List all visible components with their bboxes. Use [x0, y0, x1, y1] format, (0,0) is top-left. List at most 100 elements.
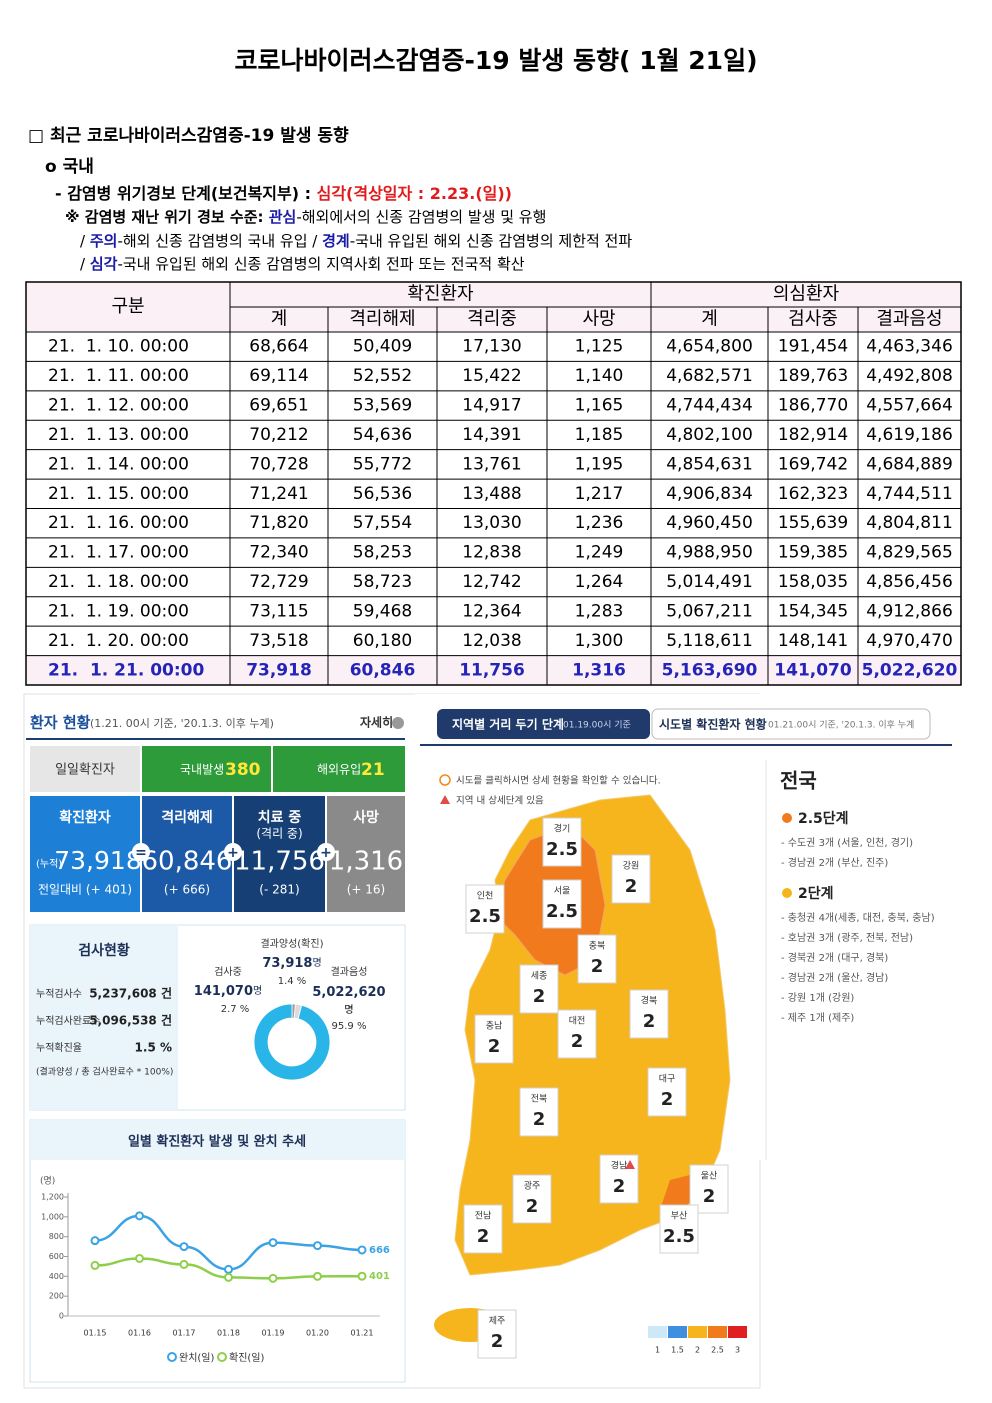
- scale-swatch: [668, 1326, 687, 1338]
- card-change: (- 281): [259, 883, 299, 897]
- donut-slice: [253, 1003, 331, 1081]
- region-box: [542, 879, 582, 929]
- testing-label: 누적확진율: [36, 1042, 82, 1054]
- table-cell: 5,163,690: [662, 660, 758, 680]
- region-level: 2: [491, 1331, 504, 1352]
- chart-box: [29, 1119, 406, 1383]
- table-cell: 4,463,346: [866, 337, 953, 357]
- card-change: 전일대비 (+ 401): [38, 883, 132, 897]
- tab-active[interactable]: [437, 709, 650, 739]
- series-point: [313, 1241, 322, 1251]
- table-cell: 13,488: [462, 484, 521, 504]
- scale-swatch: [708, 1326, 727, 1338]
- region-name: 대전: [569, 1016, 586, 1027]
- more-link[interactable]: 자세히: [360, 715, 393, 730]
- more-icon: [392, 717, 404, 729]
- scale-label: 1.5: [671, 1346, 684, 1355]
- table-cell: 1,185: [575, 425, 624, 445]
- testing-value: 5,096,538 건: [89, 1013, 172, 1028]
- summary-item: - 강원 1개 (강원): [781, 992, 854, 1004]
- table-cell: 13,030: [462, 513, 521, 533]
- card-subtitle: (격리 중): [256, 827, 302, 841]
- y-tick-label: 0: [59, 1312, 64, 1321]
- region-level: 2.5: [469, 906, 501, 927]
- region-name: 부산: [671, 1211, 688, 1222]
- hint: 지역 내 상세단계 있음: [456, 795, 544, 807]
- table-cell: 12,364: [462, 601, 521, 621]
- region-level: 2: [613, 1176, 626, 1197]
- y-tick-label: 1,200: [41, 1193, 64, 1202]
- x-tick-label: 01.21: [351, 1329, 374, 1338]
- series-point: [135, 1253, 144, 1263]
- chart-title: 일별 확진환자 발생 및 완치 추세: [128, 1134, 306, 1150]
- table-cell: 1,249: [575, 543, 624, 563]
- table-cell: 13,761: [462, 454, 521, 474]
- table-column-header: 격리해제: [349, 309, 415, 330]
- legend-label: 확진(일): [229, 1352, 265, 1364]
- donut-percent: 95.9 %: [332, 1021, 367, 1032]
- table-group: 의심환자: [773, 284, 840, 305]
- scale-label: 2: [695, 1346, 700, 1355]
- table-cell: 4,492,808: [866, 366, 953, 386]
- testing-left-bg: [30, 925, 178, 1110]
- table-cell: 182,914: [778, 425, 848, 445]
- legend-label: 완치(일): [179, 1352, 215, 1364]
- table-column-header: 사망: [582, 309, 615, 330]
- table-cell: 5,067,211: [666, 601, 753, 621]
- region-box: [629, 989, 669, 1039]
- card-title: 격리해제: [161, 809, 213, 826]
- table-column-header: 검사중: [788, 309, 838, 330]
- table-cell: 5,118,611: [666, 631, 753, 651]
- table-cell: 15,422: [462, 366, 521, 386]
- tab-label: 지역별 거리 두기 단계: [452, 717, 564, 732]
- table-cell: 11,756: [459, 660, 525, 680]
- table-cell: 21. 1. 16. 00:00: [48, 513, 189, 533]
- region-box: [611, 854, 651, 904]
- alert-levels-segment: ※ 감염병 재난 위기 경보 수준:: [65, 208, 269, 226]
- daily-label-box: [30, 746, 140, 792]
- donut-percent: 1.4 %: [278, 976, 307, 987]
- table-cell: 58,723: [353, 572, 412, 592]
- operator: +: [227, 845, 239, 861]
- table-cell: 14,917: [462, 396, 521, 416]
- table-cell: 4,854,631: [666, 454, 753, 474]
- region-name: 충북: [589, 941, 606, 952]
- region-box: [519, 1087, 559, 1137]
- card-value: 60,846: [142, 847, 233, 877]
- summary-item: - 경북권 2개 (대구, 경북): [781, 951, 888, 964]
- donut-value: 141,070명: [194, 984, 262, 999]
- region-name: 경기: [554, 823, 571, 835]
- region-name: 제주: [489, 1316, 506, 1327]
- table-cell: 4,906,834: [666, 484, 753, 504]
- series-point: [179, 1242, 189, 1252]
- alert-levels-line: ※ 감염병 재난 위기 경보 수준: 관심-해외에서의 신종 감염병의 발생 및…: [65, 208, 546, 226]
- summary-item: - 충청권 4개(세종, 대전, 충북, 충남): [781, 912, 935, 924]
- table-cell: 21. 1. 17. 00:00: [48, 543, 189, 563]
- scale-label: 2.5: [711, 1346, 724, 1355]
- table-cell: 21. 1. 15. 00:00: [48, 484, 189, 504]
- card-prefix: (누적): [36, 858, 62, 870]
- table-cell: 21. 1. 11. 00:00: [48, 366, 189, 386]
- card-value: 11,756: [234, 847, 325, 877]
- series-point: [224, 1272, 233, 1282]
- x-tick-label: 01.15: [84, 1329, 107, 1338]
- tab-inactive[interactable]: [651, 708, 931, 740]
- operator: +: [320, 845, 332, 861]
- table-cell: 4,744,511: [866, 484, 953, 504]
- region-box: [542, 817, 582, 867]
- table-cell: 4,960,450: [666, 513, 753, 533]
- table-cell: 21. 1. 12. 00:00: [48, 396, 189, 416]
- status-card: [327, 796, 405, 912]
- region-level: 2: [526, 1196, 539, 1217]
- table-group: 확진환자: [407, 284, 474, 305]
- summary-level: 2.5단계: [798, 810, 849, 827]
- table-cell: 21. 1. 20. 00:00: [48, 631, 189, 651]
- overseas-value: 21: [361, 760, 385, 780]
- card-title: 치료 중: [258, 810, 302, 826]
- region-level: 2: [625, 876, 638, 897]
- card-title: 사망: [353, 809, 379, 826]
- region-box: [659, 1204, 699, 1254]
- region-level: 2: [703, 1186, 716, 1207]
- value-label: 666: [369, 1245, 390, 1256]
